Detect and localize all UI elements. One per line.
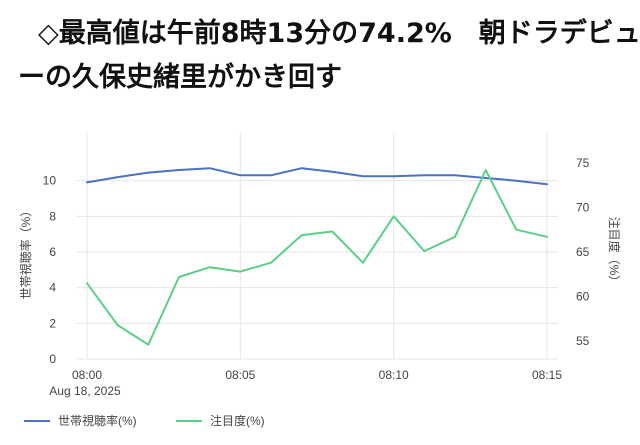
y-left-axis-title: 世帯視聴率（%） <box>18 205 33 300</box>
y-right-tick-label: 70 <box>576 200 590 214</box>
y-left-tick-label: 6 <box>49 245 56 259</box>
headline: ◇最高値は午前8時13分の74.2% 朝ドラデビュ ーの久保史緒里がかき回す <box>18 12 640 100</box>
series-line-1 <box>86 167 548 186</box>
y-left-tick-label: 8 <box>49 209 56 223</box>
x-tick-label: 08:15 <box>532 368 562 382</box>
y-right-tick-label: 65 <box>576 245 590 259</box>
axis-layer: 0 2 4 6 8 10 55 60 65 70 75 08:00 08:05 08:10 08:15 Aug… <box>18 156 622 398</box>
y-right-tick-label: 55 <box>576 334 590 348</box>
y-left-tick-label: 0 <box>49 352 56 366</box>
legend-layer: 世帯視聴率(%) 注目度(%) <box>24 413 265 428</box>
x-tick-label: 08:10 <box>379 368 409 382</box>
line-chart: 0 2 4 6 8 10 55 60 65 70 75 08:00 08:05 08:10 08:15 Aug… <box>18 133 622 428</box>
x-date-label: Aug 18, 2025 <box>49 384 121 398</box>
grid-layer <box>76 133 558 360</box>
x-tick-label: 08:00 <box>72 368 102 382</box>
y-right-axis-title: 注目度（%） <box>607 217 622 288</box>
series-layer <box>86 167 548 346</box>
legend-label-2: 注目度(%) <box>210 413 265 428</box>
y-right-tick-label: 60 <box>576 290 590 304</box>
x-tick-label: 08:05 <box>225 368 255 382</box>
y-left-tick-label: 4 <box>49 281 56 295</box>
y-left-tick-label: 2 <box>49 316 56 330</box>
headline-line-2: ーの久保史緒里がかき回す <box>18 62 342 93</box>
y-left-tick-label: 10 <box>43 174 57 188</box>
chart-card: 0 2 4 6 8 10 55 60 65 70 75 08:00 08:05 08:10 08:15 Aug… <box>10 115 630 435</box>
series-line-2 <box>86 169 548 346</box>
headline-line-1: ◇最高値は午前8時13分の74.2% 朝ドラデビュ <box>38 18 640 49</box>
legend-label-1: 世帯視聴率(%) <box>58 413 137 428</box>
y-right-tick-label: 75 <box>576 156 590 170</box>
